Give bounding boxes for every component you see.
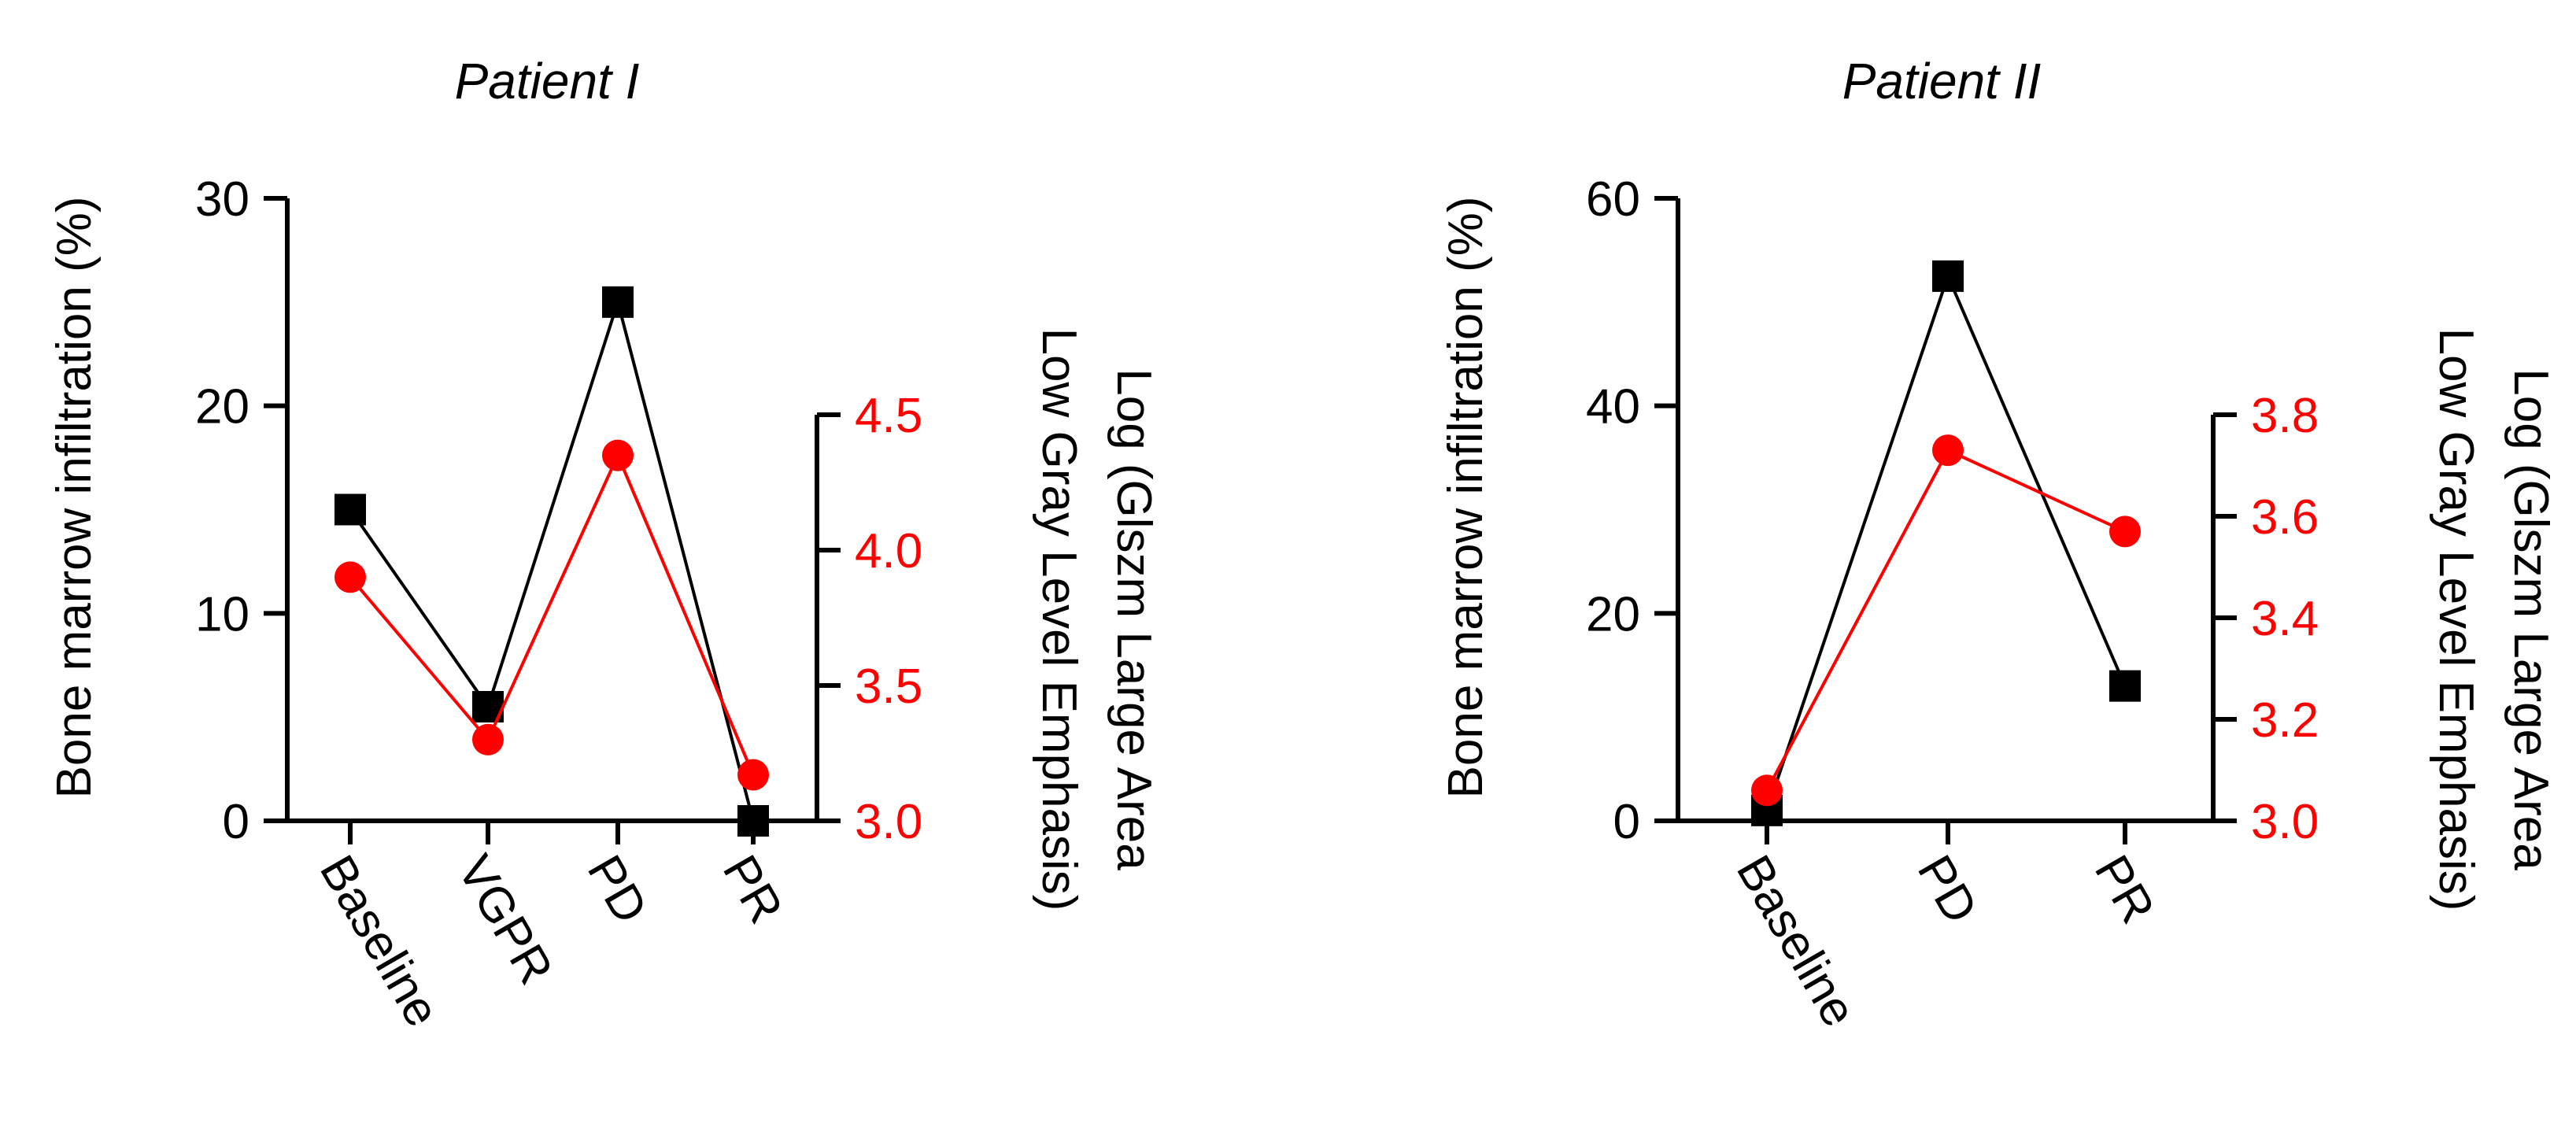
right-y-tick-label: 3.0	[855, 795, 922, 849]
chart-title: Patient I	[455, 53, 640, 109]
series-line	[349, 451, 755, 776]
left-y-tick-label: 60	[1586, 172, 1640, 227]
data-point-square	[602, 286, 634, 318]
series-left-axis	[1751, 260, 2141, 826]
x-tick-label: PR	[712, 847, 793, 933]
series-line	[1765, 448, 2126, 792]
left-y-tick-label: 0	[1613, 795, 1640, 849]
left-y-tick-label: 30	[195, 172, 249, 227]
data-point-circle	[602, 439, 634, 471]
right-y-axis-label-line2: Low Gray Level Emphasis)	[1032, 328, 1086, 911]
right-y-axis-label-line1: Log (Glszm Large Area	[1107, 368, 1161, 870]
series-line	[349, 296, 755, 822]
series-line	[1765, 272, 2127, 811]
x-tick-label: Baseline	[1726, 847, 1867, 1036]
right-y-tick-label: 4.0	[855, 524, 922, 578]
data-point-square	[2109, 670, 2141, 702]
data-point-circle	[472, 723, 504, 756]
right-y-tick-label: 3.5	[855, 660, 922, 714]
left-y-axis-label: Bone marrow infiltration (%)	[1439, 197, 1493, 799]
right-y-axis-label-line2: Low Gray Level Emphasis)	[2429, 328, 2483, 911]
left-y-tick-label: 20	[1586, 587, 1640, 641]
data-point-square	[737, 805, 769, 837]
right-y-tick-label: 3.0	[2251, 795, 2319, 849]
chart-1: Patient I 0 10 20 30 Bone marrow infiltration…	[47, 53, 1161, 1036]
right-y-axis-label-line1: Log (Glszm Large Area	[2504, 368, 2558, 870]
x-tick-label: VGPR	[447, 847, 564, 994]
chart-2: Patient II 0 20 40 60 Bone marrow infiltratio…	[1439, 53, 2558, 1036]
data-point-circle	[2109, 515, 2141, 548]
data-point-square	[334, 493, 366, 526]
right-y-tick-label: 3.6	[2251, 490, 2319, 545]
x-tick-label: PD	[1907, 847, 1988, 933]
right-y-tick-label: 3.8	[2251, 389, 2319, 443]
data-point-circle	[334, 561, 366, 593]
left-y-tick-label: 10	[195, 587, 249, 641]
left-y-tick-label: 20	[195, 380, 249, 434]
x-tick-label: PD	[577, 847, 658, 933]
data-point-circle	[1751, 774, 1783, 807]
series-right-axis	[1751, 434, 2141, 807]
right-y-tick-label: 4.5	[855, 389, 922, 443]
series-left-axis	[334, 286, 769, 837]
data-point-square	[1932, 260, 1964, 292]
left-y-tick-label: 40	[1586, 380, 1640, 434]
x-tick-label: PR	[2084, 847, 2165, 933]
data-point-circle	[1932, 434, 1964, 467]
left-y-axis-label: Bone marrow infiltration (%)	[47, 197, 102, 799]
series-right-axis	[334, 439, 769, 791]
left-y-tick-label: 0	[223, 795, 249, 849]
right-y-tick-label: 3.2	[2251, 693, 2319, 748]
right-y-tick-label: 3.4	[2251, 592, 2319, 646]
chart-title: Patient II	[1842, 53, 2042, 109]
x-tick-label: Baseline	[309, 847, 450, 1036]
data-point-circle	[737, 759, 769, 791]
